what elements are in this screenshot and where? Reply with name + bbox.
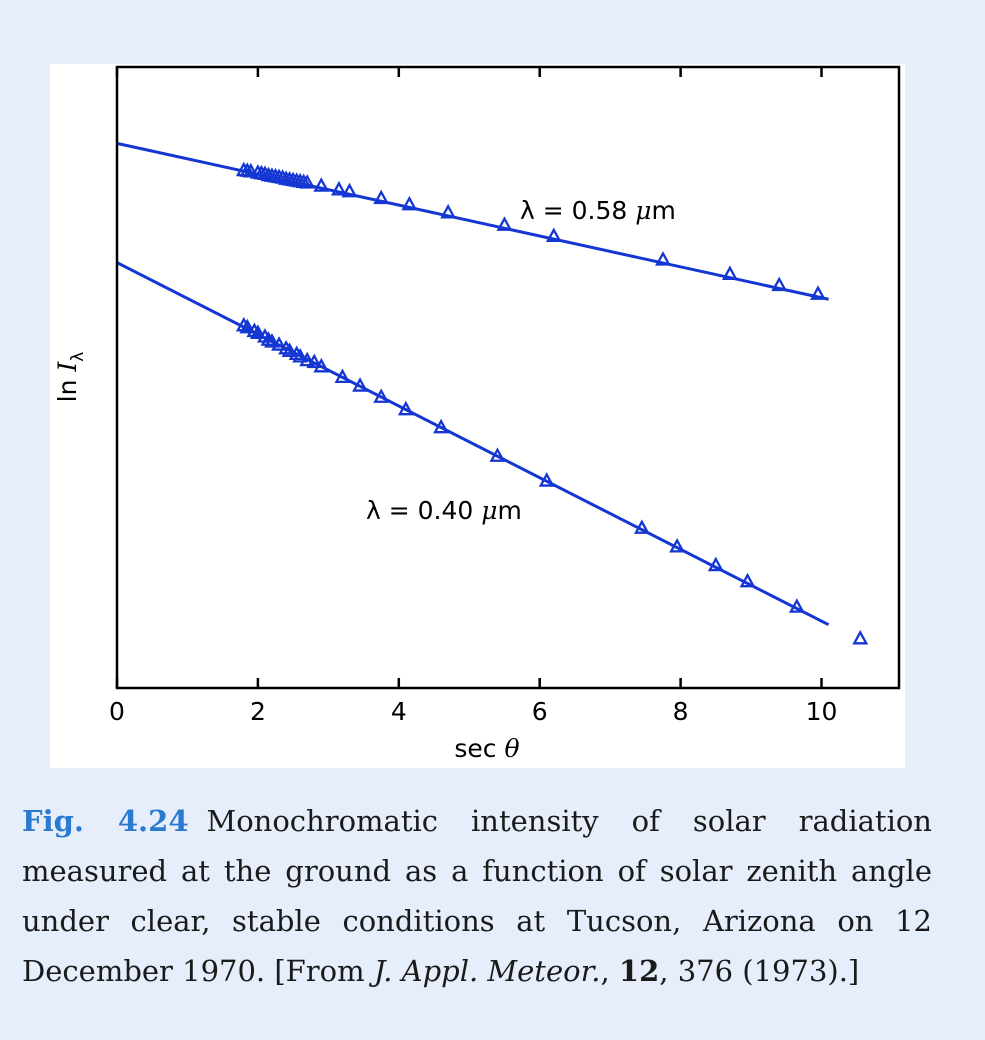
x-axis-tick-labels: 0 2 4 6 8 10 [109, 697, 837, 726]
data-point [433, 418, 450, 434]
data-point [669, 538, 686, 553]
caption-text: Monochromatic intensity of solar radiati… [22, 804, 932, 988]
data-point [264, 333, 280, 348]
data-markers [235, 161, 869, 645]
data-point [810, 285, 826, 300]
data-point [373, 388, 390, 403]
x-tick-label: 2 [250, 697, 266, 726]
data-point [739, 572, 756, 588]
data-point [281, 342, 298, 357]
data-point [545, 227, 562, 243]
data-point [313, 357, 330, 373]
data-point [440, 203, 457, 219]
x-tick-label: 8 [673, 697, 689, 726]
fit-line-0 [116, 141, 829, 301]
data-point [239, 318, 256, 334]
x-axis-ticks [115, 67, 823, 688]
data-point [401, 195, 418, 211]
data-point [771, 276, 788, 292]
data-point [538, 472, 555, 487]
figure-caption: Fig. 4.24 Monochromatic intensity of sola… [22, 796, 932, 996]
data-point [397, 400, 414, 416]
data-point [292, 347, 309, 363]
data-point [330, 180, 347, 196]
x-tick-label: 0 [109, 697, 125, 726]
data-point [707, 556, 724, 572]
data-point [235, 316, 252, 332]
data-point [274, 169, 291, 184]
data-point [249, 324, 266, 339]
caption-volume: 12 [618, 954, 660, 988]
caption-text-sep: , [600, 954, 619, 988]
fit-lines [116, 141, 830, 626]
data-point [246, 322, 263, 338]
scatter-chart: 0 2 4 6 8 10 sec θ ln Iλ λ = 0.58 μm λ = 0.40… [53, 65, 901, 763]
data-point [260, 331, 277, 346]
x-tick-label: 4 [391, 697, 407, 726]
series-label-0.58um: λ = 0.58 μm [520, 196, 676, 225]
data-point [788, 598, 805, 613]
x-axis-title: sec θ [454, 734, 519, 763]
data-point [852, 629, 869, 645]
data-point [373, 189, 390, 205]
figure-number: Fig. 4.24 [22, 804, 189, 838]
data-point [341, 182, 358, 198]
data-point [257, 165, 273, 180]
plot-frame [115, 65, 901, 690]
data-point [352, 377, 368, 392]
caption-journal: J. Appl. Meteor. [373, 954, 601, 988]
series-label-0.40um: λ = 0.40 μm [366, 496, 522, 525]
plot-panel: 0 2 4 6 8 10 sec θ ln Iλ λ = 0.58 μm λ = 0.40… [50, 64, 905, 768]
data-point [271, 336, 287, 351]
data-point [655, 251, 671, 266]
data-point [313, 177, 330, 192]
fit-line-1 [116, 261, 830, 626]
data-point [242, 162, 259, 178]
caption-text-end: , 376 (1973).] [659, 954, 860, 988]
data-point [496, 216, 513, 231]
data-point [299, 351, 316, 367]
y-axis-title: ln Iλ [53, 352, 88, 403]
data-point [633, 519, 650, 534]
x-tick-label: 10 [806, 697, 838, 726]
data-point [306, 353, 323, 369]
data-point [721, 265, 738, 280]
x-tick-label: 6 [532, 697, 548, 726]
data-point [299, 174, 316, 189]
data-point [334, 368, 351, 384]
data-point [489, 447, 506, 462]
